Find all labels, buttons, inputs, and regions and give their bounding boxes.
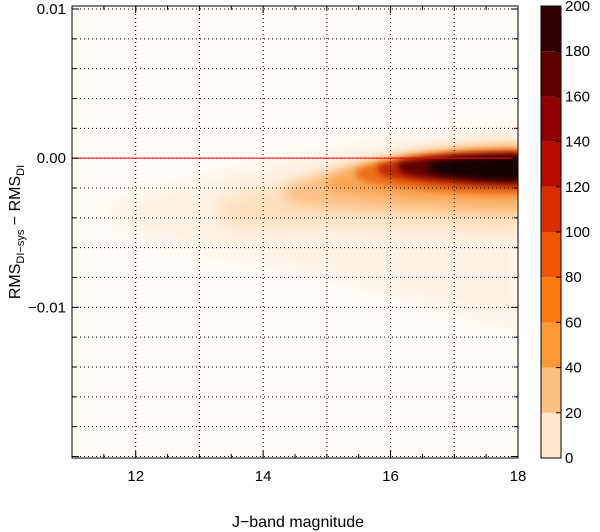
colorbar-tick-label: 120 <box>565 179 590 196</box>
colorbar: 0 20 40 60 80 100 120 140 160 180 200 <box>540 0 590 467</box>
density-cloud <box>110 125 518 330</box>
colorbar-segment <box>541 322 561 368</box>
x-tick-label: 18 <box>510 468 527 485</box>
y-axis-label: RMSDI−sys − RMSDI <box>7 165 27 299</box>
colorbar-segment <box>541 96 561 142</box>
colorbar-tick-label: 40 <box>565 360 582 377</box>
colorbar-segment <box>541 412 561 458</box>
x-tick-label: 14 <box>255 468 272 485</box>
x-tick-label: 12 <box>127 468 144 485</box>
grid-lines <box>72 6 518 458</box>
colorbar-segment <box>541 232 561 278</box>
colorbar-tick-label: 60 <box>565 314 582 331</box>
colorbar-tick-label: 200 <box>565 0 590 15</box>
colorbar-segment <box>541 51 561 97</box>
colorbar-tick-label: 0 <box>565 450 573 467</box>
colorbar-segment <box>541 277 561 323</box>
colorbar-tick-label: 100 <box>565 224 590 241</box>
colorbar-tick-label: 180 <box>565 43 590 60</box>
y-tick-label: 0.01 <box>37 1 66 18</box>
colorbar-tick-label: 160 <box>565 88 590 105</box>
colorbar-segment <box>541 186 561 232</box>
y-axis: 0.01 0.00 −0.01 <box>28 1 518 458</box>
colorbar-segment <box>541 141 561 187</box>
x-tick-label: 16 <box>382 468 399 485</box>
colorbar-tick-label: 80 <box>565 269 582 286</box>
colorbar-segment <box>541 6 561 52</box>
colorbar-tick-label: 140 <box>565 134 590 151</box>
x-axis: 12 14 16 18 <box>71 6 527 485</box>
y-tick-label: −0.01 <box>28 299 66 316</box>
x-axis-label: J−band magnitude <box>232 514 364 531</box>
y-tick-label: 0.00 <box>37 150 66 167</box>
colorbar-tick-label: 20 <box>565 405 582 422</box>
colorbar-segment <box>541 367 561 413</box>
